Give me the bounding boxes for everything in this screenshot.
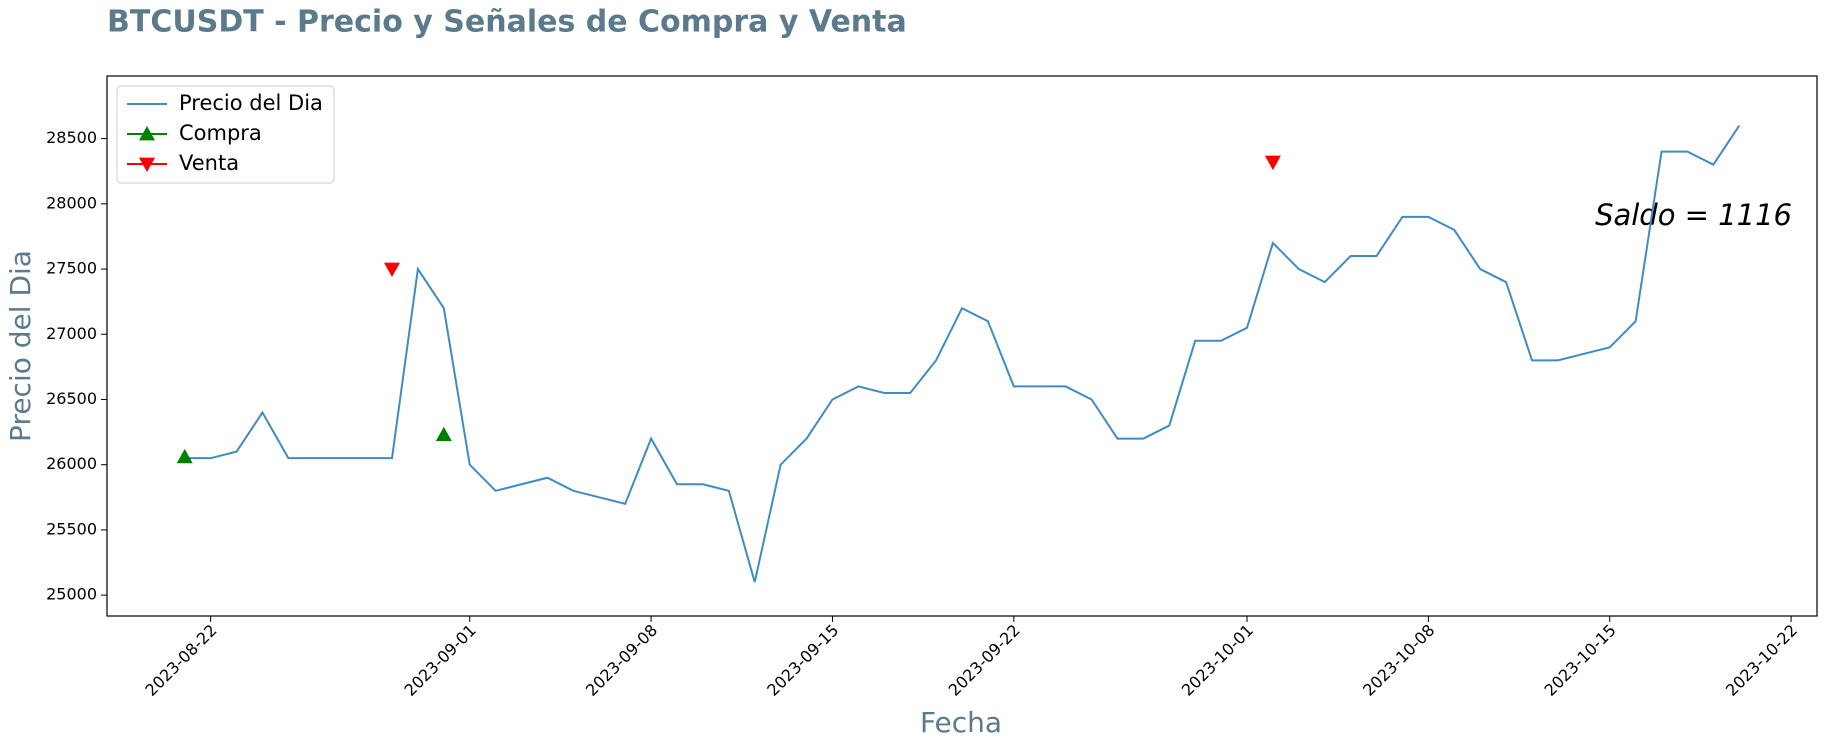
x-tick-label: 2023-10-15 bbox=[1541, 621, 1620, 700]
x-tick-label: 2023-10-08 bbox=[1359, 621, 1438, 700]
y-tick-label: 26000 bbox=[46, 454, 97, 473]
x-tick-label: 2023-09-15 bbox=[763, 621, 842, 700]
y-tick-label: 25500 bbox=[46, 519, 97, 538]
chart-title: BTCUSDT - Precio y Señales de Compra y V… bbox=[107, 5, 907, 40]
annotation: Saldo = 1116 bbox=[1595, 198, 1792, 232]
y-tick-label: 25000 bbox=[46, 585, 97, 604]
legend-marker bbox=[139, 126, 155, 141]
signal-marker bbox=[384, 262, 400, 278]
signal-marker bbox=[176, 448, 193, 464]
legend-frame bbox=[116, 85, 335, 184]
y-tick-label: 28000 bbox=[46, 193, 97, 212]
legend-label: Precio del Dia bbox=[179, 91, 323, 115]
x-tick-label: 2023-08-22 bbox=[141, 621, 220, 700]
x-axis-label: Fecha bbox=[920, 706, 1002, 739]
price-line bbox=[184, 125, 1741, 583]
x-tick-label: 2023-10-22 bbox=[1722, 621, 1801, 700]
x-tick-label: 2023-10-01 bbox=[1178, 621, 1257, 700]
x-tick-label: 2023-09-08 bbox=[582, 621, 661, 700]
x-tick-label: 2023-09-01 bbox=[401, 621, 480, 700]
legend-label: Compra bbox=[179, 121, 262, 145]
x-tick-label: 2023-09-22 bbox=[945, 621, 1024, 700]
y-tick-label: 27000 bbox=[46, 324, 97, 343]
y-tick-label: 28500 bbox=[46, 128, 97, 147]
signal-marker bbox=[435, 426, 452, 442]
legend-marker bbox=[139, 157, 155, 172]
y-tick-label: 27500 bbox=[46, 259, 97, 278]
legend-label: Venta bbox=[179, 151, 239, 175]
y-tick-label: 26500 bbox=[46, 389, 97, 408]
y-axis-label: Precio del Dia bbox=[4, 250, 37, 442]
plot-frame bbox=[106, 75, 1818, 617]
legend: Precio del Dia Compra Venta bbox=[116, 85, 335, 184]
signal-marker bbox=[1264, 155, 1281, 171]
